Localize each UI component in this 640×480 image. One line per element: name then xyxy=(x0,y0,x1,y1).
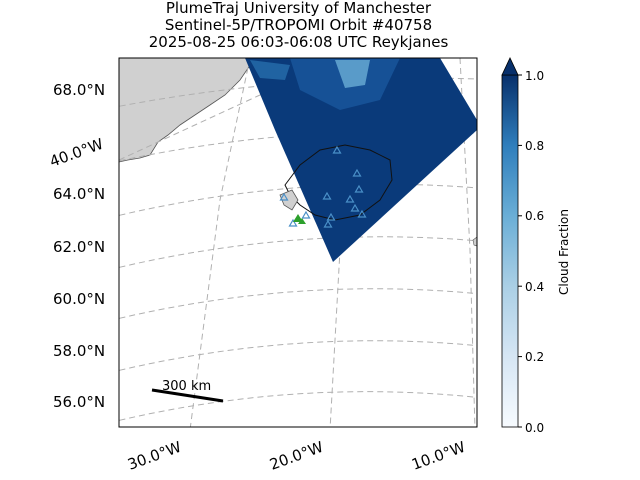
lon-label-40w: 40.0°W xyxy=(47,135,106,171)
reykjanes-marker xyxy=(293,214,306,224)
colorbar-tick-5: 1.0 xyxy=(525,69,544,83)
scale-bar-label: 300 km xyxy=(162,379,211,394)
colorbar: 0.0 0.2 0.4 0.6 0.8 1.0 Cloud Fraction xyxy=(501,57,571,435)
title-line-1: PlumeTraj University of Manchester xyxy=(165,0,432,17)
lat-label-58: 58.0°N xyxy=(53,342,105,360)
map-area: 300 km xyxy=(119,58,477,427)
lat-label-68: 68.0°N xyxy=(53,81,105,99)
colorbar-extend-arrow xyxy=(501,57,519,76)
title-line-2: Sentinel-5P/TROPOMI Orbit #40758 xyxy=(164,16,433,34)
colorbar-tick-0: 0.0 xyxy=(525,421,544,435)
latitude-gridlines xyxy=(119,77,477,421)
colorbar-tick-3: 0.6 xyxy=(525,209,544,223)
colorbar-tick-2: 0.4 xyxy=(525,280,544,294)
lon-label-10w: 10.0°W xyxy=(409,438,468,474)
cloud-fraction-swath xyxy=(245,58,477,262)
colorbar-label: Cloud Fraction xyxy=(557,209,571,295)
title-line-3: 2025-08-25 06:03-06:08 UTC Reykjanes xyxy=(148,33,449,51)
greenland-land xyxy=(119,58,256,163)
lat-label-56: 56.0°N xyxy=(53,393,105,411)
lat-label-62: 62.0°N xyxy=(53,238,105,256)
scale-bar xyxy=(151,388,224,403)
volcano-triangles xyxy=(279,145,367,228)
lat-label-60: 60.0°N xyxy=(53,290,105,308)
lat-label-64: 64.0°N xyxy=(53,185,105,203)
colorbar-tick-4: 0.8 xyxy=(525,139,544,153)
lon-label-20w: 20.0°W xyxy=(267,438,326,474)
lon-label-30w: 30.0°W xyxy=(125,438,184,474)
map-frame xyxy=(118,57,478,428)
colorbar-tick-1: 0.2 xyxy=(525,350,544,364)
